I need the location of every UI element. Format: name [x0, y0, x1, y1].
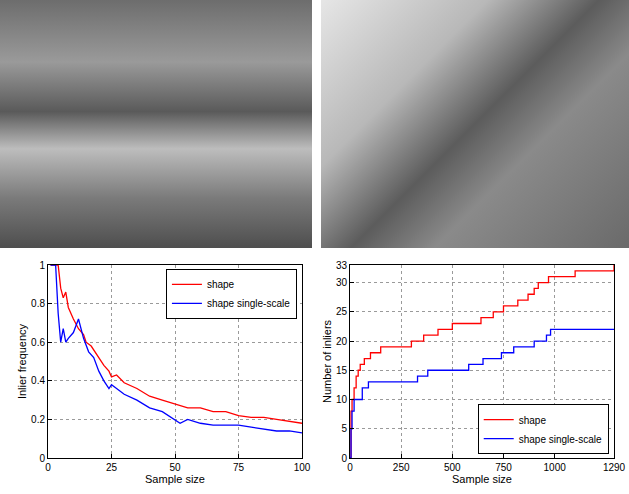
svg-text:1290: 1290: [603, 462, 626, 473]
svg-text:0.2: 0.2: [31, 414, 45, 425]
svg-text:shape: shape: [207, 279, 235, 290]
svg-text:0: 0: [45, 462, 51, 473]
svg-text:20: 20: [336, 336, 348, 347]
svg-text:Number of inliers: Number of inliers: [321, 319, 333, 403]
svg-text:50: 50: [169, 462, 181, 473]
svg-text:25: 25: [336, 306, 348, 317]
svg-text:250: 250: [393, 462, 410, 473]
svg-text:75: 75: [233, 462, 245, 473]
svg-text:Sample size: Sample size: [145, 473, 205, 485]
svg-text:shape single-scale: shape single-scale: [207, 298, 290, 309]
svg-text:10: 10: [336, 394, 348, 405]
svg-text:shape: shape: [519, 415, 547, 426]
svg-text:30: 30: [336, 277, 348, 288]
svg-text:15: 15: [336, 365, 348, 376]
svg-text:1: 1: [39, 260, 45, 271]
svg-text:25: 25: [106, 462, 118, 473]
svg-text:5: 5: [341, 423, 347, 434]
svg-text:1000: 1000: [544, 462, 567, 473]
svg-text:100: 100: [294, 462, 311, 473]
svg-text:shape single-scale: shape single-scale: [519, 434, 602, 445]
svg-text:750: 750: [495, 462, 512, 473]
svg-text:0.8: 0.8: [31, 298, 45, 309]
svg-text:Sample size: Sample size: [452, 473, 512, 485]
svg-text:0: 0: [347, 462, 353, 473]
svg-text:0: 0: [39, 453, 45, 464]
svg-text:500: 500: [444, 462, 461, 473]
svg-text:0.4: 0.4: [31, 375, 45, 386]
svg-text:0.6: 0.6: [31, 337, 45, 348]
svg-text:33: 33: [336, 260, 348, 271]
svg-text:0: 0: [341, 453, 347, 464]
svg-text:Inlier frequency: Inlier frequency: [16, 323, 28, 399]
